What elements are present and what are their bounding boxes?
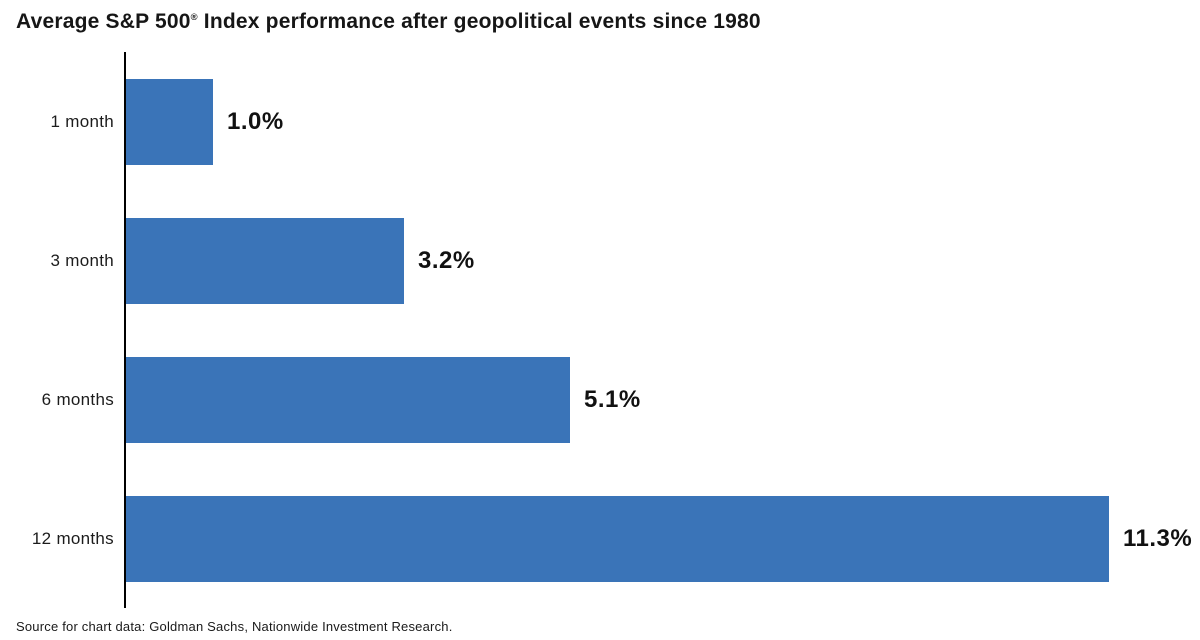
- bar-track: 11.3%: [126, 469, 1200, 608]
- chart-title: Average S&P 500® Index performance after…: [0, 0, 1200, 35]
- bar-chart: 1 month 1.0% 3 month 3.2% 6 months 5.1% …: [0, 52, 1200, 608]
- bar-row: 12 months 11.3%: [0, 469, 1200, 608]
- bar-track: 3.2%: [126, 191, 1200, 330]
- value-label: 3.2%: [418, 246, 475, 274]
- y-axis-line: [124, 52, 126, 608]
- chart-title-suffix: Index performance after geopolitical eve…: [197, 10, 761, 33]
- bar: [126, 356, 570, 443]
- category-label: 3 month: [50, 250, 114, 270]
- value-label: 1.0%: [227, 107, 284, 135]
- bar-row: 3 month 3.2%: [0, 191, 1200, 330]
- chart-title-prefix: Average S&P 500: [16, 10, 191, 33]
- bar-row: 1 month 1.0%: [0, 52, 1200, 191]
- bar: [126, 217, 404, 304]
- registered-trademark-symbol: ®: [190, 12, 198, 23]
- source-note: Source for chart data: Goldman Sachs, Na…: [16, 619, 453, 634]
- bar: [126, 78, 213, 165]
- value-label: 5.1%: [584, 385, 641, 413]
- bar-track: 1.0%: [126, 52, 1200, 191]
- category-label: 12 months: [31, 528, 114, 548]
- bar: [126, 495, 1109, 582]
- bar-track: 5.1%: [126, 330, 1200, 469]
- plot-area: 1 month 1.0% 3 month 3.2% 6 months 5.1% …: [0, 52, 1200, 608]
- category-label: 1 month: [50, 111, 114, 131]
- bar-row: 6 months 5.1%: [0, 330, 1200, 469]
- category-label: 6 months: [41, 389, 114, 409]
- value-label: 11.3%: [1123, 524, 1193, 552]
